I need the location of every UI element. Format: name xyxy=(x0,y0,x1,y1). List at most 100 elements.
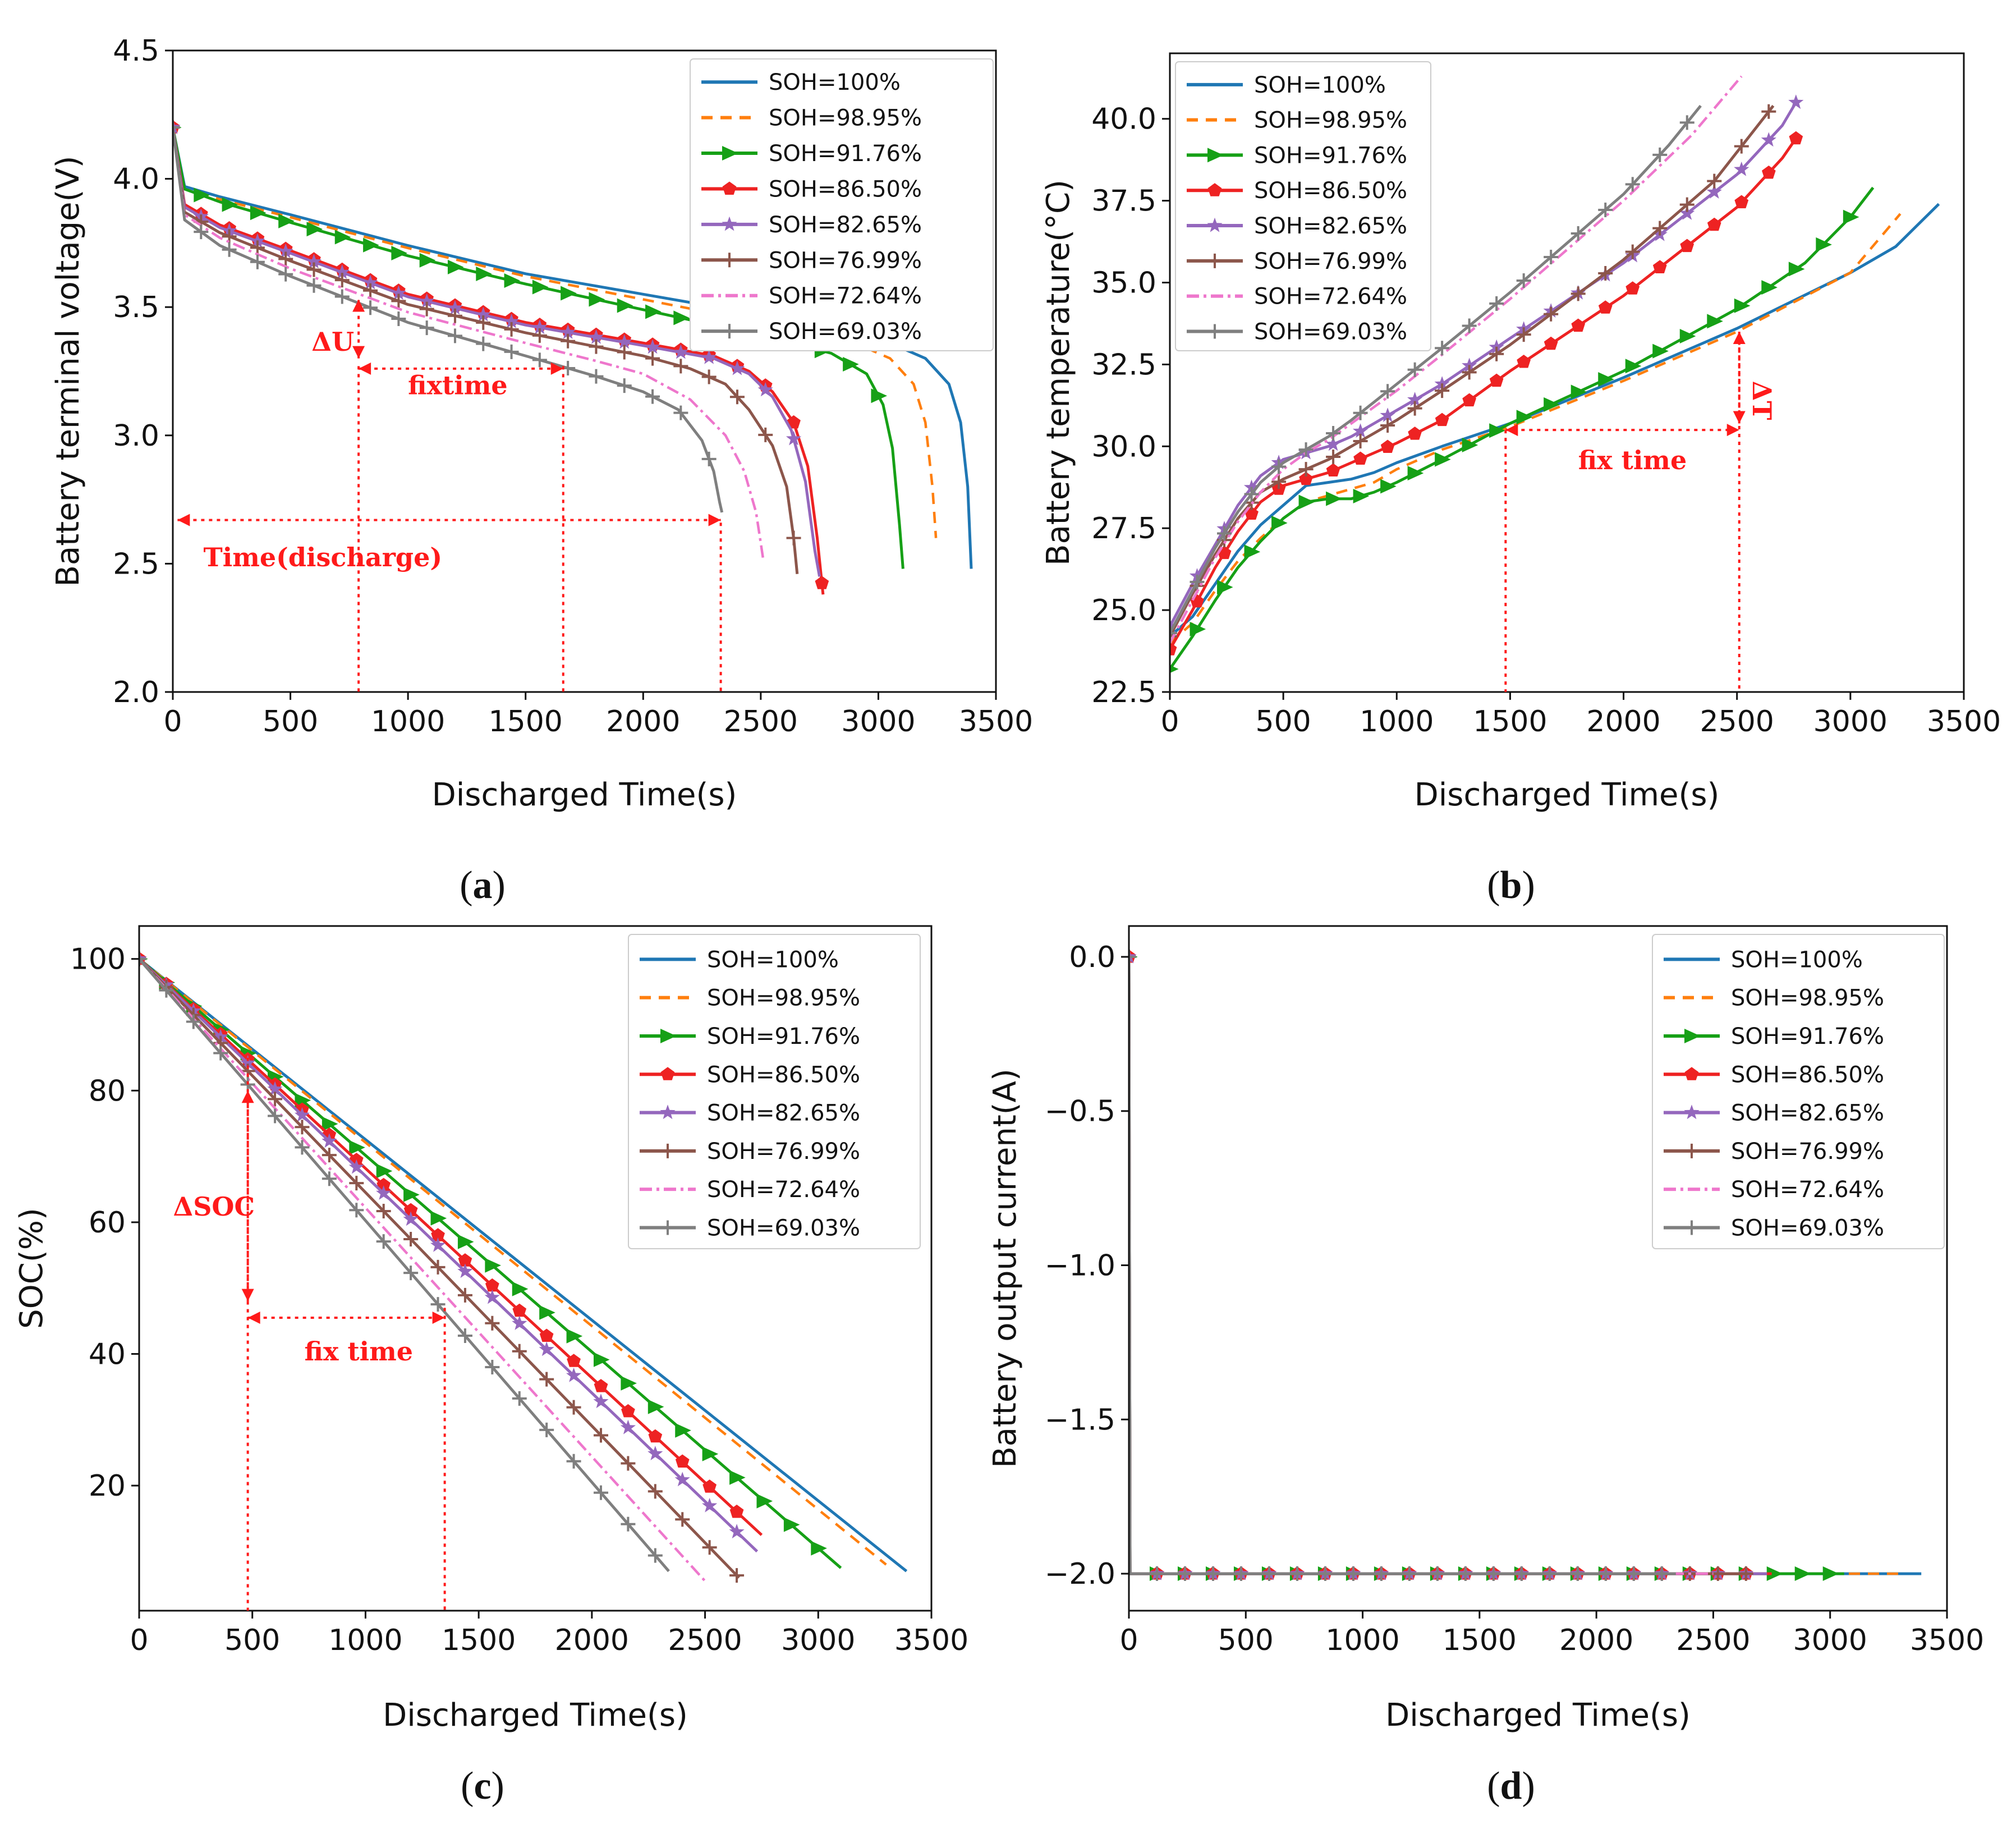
x-tick-label: 1500 xyxy=(1443,1624,1517,1657)
series-marker xyxy=(334,230,351,245)
series-marker xyxy=(1598,265,1613,281)
series-marker xyxy=(593,1393,609,1409)
series-marker xyxy=(617,378,632,393)
fixtime-arrow-head-end xyxy=(550,362,563,375)
delta-u-arrow-head-start xyxy=(352,346,365,359)
discharge-time-arrow-head-end xyxy=(708,514,721,526)
series-marker xyxy=(1652,343,1669,359)
delta-soc-arrow-head-end xyxy=(241,1090,254,1103)
series-marker xyxy=(306,222,323,237)
series-marker xyxy=(430,1297,446,1312)
series-marker xyxy=(621,1404,635,1418)
series-marker xyxy=(1353,433,1368,448)
series-marker xyxy=(222,242,237,257)
series-marker xyxy=(194,187,210,203)
series-marker xyxy=(701,369,717,384)
series-marker xyxy=(1489,296,1504,311)
series-marker xyxy=(349,1140,365,1155)
legend-label: SOH=72.64% xyxy=(1254,284,1407,310)
series-marker xyxy=(1435,341,1450,356)
series-group xyxy=(1170,75,1940,673)
delta-t-arrow-head-start xyxy=(1733,411,1746,424)
chart-panel-d: 0 500 1000 1500 2000 2500 3000 3500 −2.0 −1.5 −1.0… xyxy=(987,925,1984,1808)
axes-frame xyxy=(1128,925,1948,1612)
legend-label: SOH=86.50% xyxy=(1731,1062,1884,1088)
series-marker xyxy=(756,1493,773,1509)
series-marker xyxy=(504,322,519,337)
series-marker xyxy=(334,264,350,279)
series-marker xyxy=(1707,217,1721,231)
x-tick-label: 3000 xyxy=(1813,705,1888,739)
series-marker xyxy=(334,273,350,288)
series-marker xyxy=(1679,197,1694,212)
series-marker xyxy=(1654,1566,1669,1582)
series-marker xyxy=(1761,132,1776,147)
series-marker xyxy=(701,451,717,466)
annotations: ΔT fix time xyxy=(1504,332,1777,692)
series-marker xyxy=(1402,1566,1417,1582)
series-marker xyxy=(1680,239,1694,253)
series-marker xyxy=(512,1391,527,1406)
series-marker xyxy=(1407,401,1422,416)
series-marker xyxy=(1462,393,1476,407)
series-marker xyxy=(594,1379,608,1392)
series-marker xyxy=(621,1376,637,1391)
series-marker xyxy=(447,259,464,274)
series-marker xyxy=(159,983,174,998)
x-tick-label: 3000 xyxy=(781,1624,855,1657)
legend-label: SOH=82.65% xyxy=(769,212,922,238)
series-marker xyxy=(589,292,605,307)
series-marker xyxy=(843,357,859,372)
series-marker xyxy=(1217,526,1232,541)
legend-marker xyxy=(722,253,737,268)
series-marker xyxy=(1517,355,1531,368)
legend-label: SOH=100% xyxy=(707,947,839,973)
series-marker xyxy=(1244,544,1261,560)
series-marker xyxy=(419,293,435,308)
legend-label: SOH=76.99% xyxy=(769,247,922,273)
series-marker xyxy=(430,1259,446,1275)
x-tick-label: 1000 xyxy=(328,1624,402,1657)
x-tick-label: 500 xyxy=(1256,705,1311,739)
series-marker xyxy=(403,1211,419,1226)
series-marker xyxy=(1514,1566,1529,1582)
series-marker xyxy=(1788,262,1805,277)
y-tick-label: 0.0 xyxy=(1069,941,1115,974)
series-marker xyxy=(871,388,888,404)
series-marker xyxy=(457,1263,473,1278)
series-marker xyxy=(673,344,688,359)
series-marker xyxy=(295,1140,310,1155)
axes-frame xyxy=(172,49,997,693)
series-marker xyxy=(1625,281,1640,295)
annotations: ΔSOC fix time xyxy=(173,1057,446,1611)
series-line-7264 xyxy=(173,127,765,559)
fixtime-arrow-head-start xyxy=(359,362,371,375)
legend-label: SOH=69.03% xyxy=(1254,319,1407,345)
series-marker xyxy=(787,415,801,429)
legend: SOH=100% SOH=98.95% SOH=91.76% SOH=86.50% SO… xyxy=(690,58,994,351)
x-tick-label: 500 xyxy=(263,705,318,739)
y-tick-label: −1.0 xyxy=(1045,1249,1115,1283)
series-marker xyxy=(419,301,434,317)
series-marker xyxy=(566,1328,583,1344)
series-marker xyxy=(1380,439,1395,453)
series-marker xyxy=(1679,115,1694,130)
delta-soc-arrow-head-start xyxy=(241,1289,254,1301)
legend-label: SOH=98.95% xyxy=(1731,985,1884,1011)
series-marker xyxy=(1205,1566,1220,1582)
series-marker xyxy=(675,1512,690,1527)
series-marker xyxy=(815,576,829,589)
series-marker xyxy=(458,1253,472,1267)
series-marker xyxy=(139,951,146,966)
annotation-discharge-time: Time(discharge) xyxy=(203,542,442,572)
series-marker xyxy=(532,328,547,343)
chart-panel-b: 0 500 1000 1500 2000 2500 3000 3500 22.5 25.0 27.5… xyxy=(1040,52,2001,907)
legend-marker xyxy=(660,1220,675,1235)
legend-label: SOH=98.95% xyxy=(1254,108,1407,134)
series-marker xyxy=(1598,372,1614,387)
series-marker xyxy=(539,1305,555,1320)
series-marker xyxy=(447,300,463,315)
x-tick-label: 3500 xyxy=(894,1624,968,1657)
series-marker xyxy=(306,278,322,293)
legend-label: SOH=82.65% xyxy=(1254,213,1407,239)
